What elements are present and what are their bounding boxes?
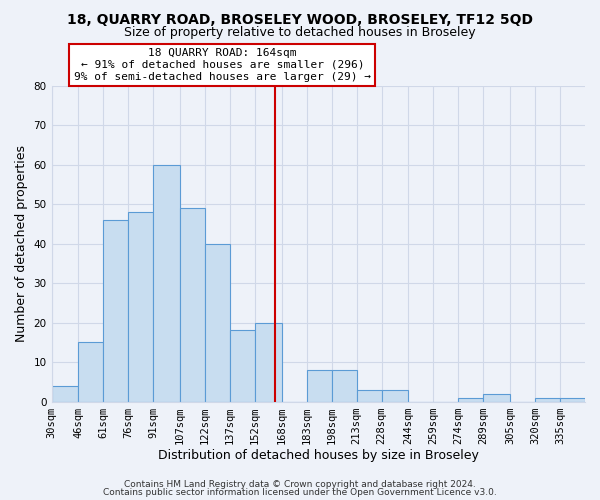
Text: Contains public sector information licensed under the Open Government Licence v3: Contains public sector information licen… [103,488,497,497]
Bar [255,322,281,402]
Bar [78,342,103,402]
Bar [230,330,255,402]
Bar [535,398,560,402]
Y-axis label: Number of detached properties: Number of detached properties [15,145,28,342]
Text: 18 QUARRY ROAD: 164sqm
← 91% of detached houses are smaller (296)
9% of semi-det: 18 QUARRY ROAD: 164sqm ← 91% of detached… [74,48,371,82]
Bar [307,370,332,402]
Bar [356,390,382,402]
Bar [382,390,408,402]
Bar [52,386,78,402]
Bar [484,394,510,402]
Bar [458,398,484,402]
X-axis label: Distribution of detached houses by size in Broseley: Distribution of detached houses by size … [158,450,479,462]
Text: Contains HM Land Registry data © Crown copyright and database right 2024.: Contains HM Land Registry data © Crown c… [124,480,476,489]
Bar [205,244,230,402]
Bar [153,164,180,402]
Text: Size of property relative to detached houses in Broseley: Size of property relative to detached ho… [124,26,476,39]
Bar [103,220,128,402]
Bar [560,398,585,402]
Bar [180,208,205,402]
Bar [332,370,356,402]
Bar [128,212,153,402]
Text: 18, QUARRY ROAD, BROSELEY WOOD, BROSELEY, TF12 5QD: 18, QUARRY ROAD, BROSELEY WOOD, BROSELEY… [67,12,533,26]
